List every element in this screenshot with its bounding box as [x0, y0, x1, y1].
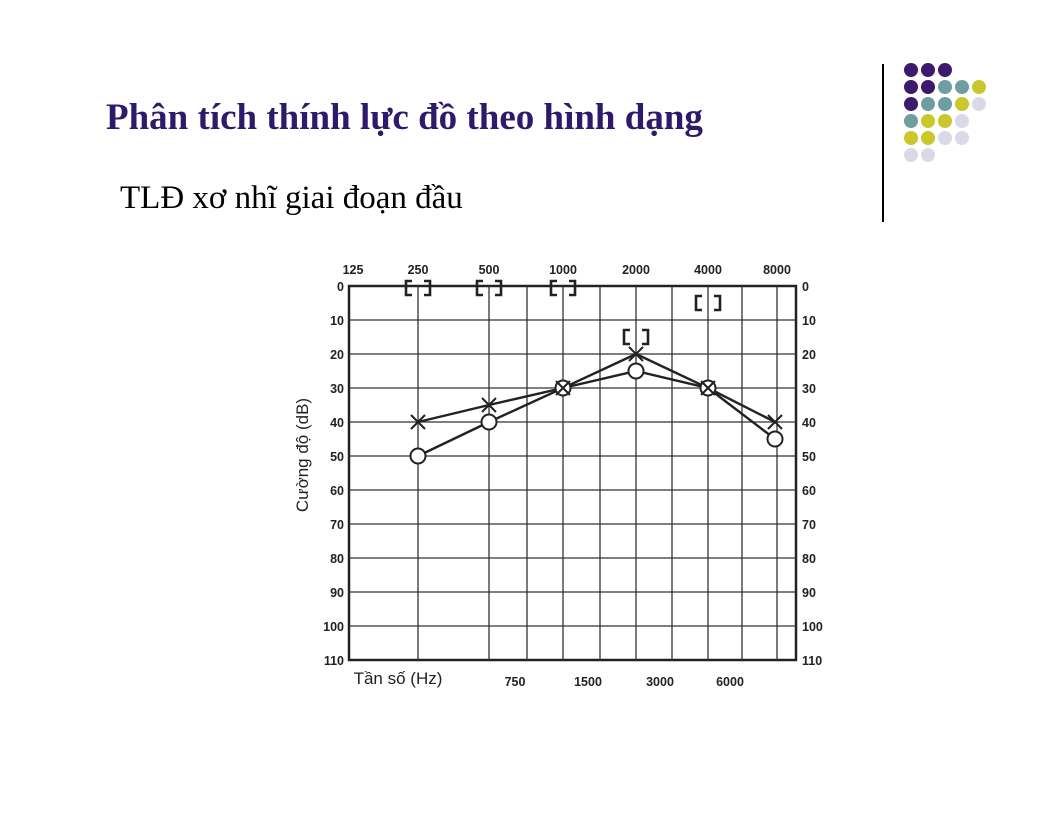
bottom-frequency-labels: 750 1500 3000 6000 — [505, 675, 744, 689]
decorative-dot — [921, 114, 935, 128]
y-tick-label-right: 110 — [802, 654, 822, 668]
top-frequency-label: 1000 — [549, 263, 577, 277]
y-tick-label-right: 90 — [802, 586, 816, 600]
decorative-dot — [904, 97, 918, 111]
y-tick-label-left: 110 — [324, 654, 344, 668]
y-tick-label-right: 40 — [802, 416, 816, 430]
decorative-dot — [938, 97, 952, 111]
top-frequency-label: 2000 — [622, 263, 650, 277]
y-axis-label: Cường độ (dB) — [293, 398, 312, 512]
decorative-dot — [921, 97, 935, 111]
decorative-dot — [921, 80, 935, 94]
series-layer — [404, 279, 784, 465]
o-marker — [409, 447, 427, 465]
x-marker — [628, 346, 644, 362]
y-tick-label-right: 70 — [802, 518, 816, 532]
top-frequency-label: 250 — [408, 263, 429, 277]
y-tick-label-left: 90 — [330, 586, 344, 600]
decorative-dot — [972, 97, 986, 111]
x-marker — [767, 414, 783, 430]
y-tick-label-left: 60 — [330, 484, 344, 498]
y-tick-label-left: 40 — [330, 416, 344, 430]
decorative-dot — [921, 131, 935, 145]
decorative-dot — [904, 131, 918, 145]
bottom-frequency-label: 1500 — [574, 675, 602, 689]
y-tick-label-left: 0 — [337, 280, 344, 294]
o-marker — [627, 362, 645, 380]
x-marker — [557, 382, 569, 394]
bracket-marker — [475, 279, 503, 297]
decorative-dot — [938, 114, 952, 128]
o-marker — [480, 413, 498, 431]
decorative-dot — [955, 131, 969, 145]
plot-frame — [347, 284, 798, 662]
y-tick-label-right: 30 — [802, 382, 816, 396]
grid-lines — [349, 286, 796, 660]
slide-subtitle: TLĐ xơ nhĩ giai đoạn đầu — [120, 180, 463, 216]
top-frequency-label: 4000 — [694, 263, 722, 277]
y-tick-label-right: 100 — [802, 620, 823, 634]
y-tick-label-left: 70 — [330, 518, 344, 532]
top-frequency-label: 8000 — [763, 263, 791, 277]
decorative-divider — [882, 64, 884, 222]
decorative-dot — [904, 80, 918, 94]
y-tick-label-left: 20 — [330, 348, 344, 362]
decorative-dot — [955, 114, 969, 128]
series-line-x — [417, 352, 776, 424]
decorative-dot — [972, 80, 986, 94]
decorative-dot — [938, 131, 952, 145]
decorative-dot — [938, 80, 952, 94]
x-marker — [702, 382, 714, 394]
o-marker — [766, 430, 784, 448]
y-tick-label-left: 50 — [330, 450, 344, 464]
top-frequency-labels: 125 250 500 1000 2000 4000 8000 — [343, 263, 791, 277]
series-line-o — [417, 369, 776, 458]
decorative-dot — [955, 97, 969, 111]
bottom-frequency-label: 6000 — [716, 675, 744, 689]
y-tick-label-left: 80 — [330, 552, 344, 566]
bottom-frequency-label: 3000 — [646, 675, 674, 689]
decorative-dot — [904, 63, 918, 77]
y-tick-label-right: 80 — [802, 552, 816, 566]
x-marker — [481, 397, 497, 413]
decorative-dot — [921, 63, 935, 77]
decorative-dot — [938, 63, 952, 77]
y-tick-label-right: 20 — [802, 348, 816, 362]
y-tick-label-left: 10 — [330, 314, 344, 328]
x-axis-label: Tần số (Hz) — [354, 669, 443, 688]
top-frequency-label: 125 — [343, 263, 364, 277]
decorative-dot — [921, 148, 935, 162]
y-tick-label-left: 100 — [323, 620, 344, 634]
slide-title: Phân tích thính lực đồ theo hình dạng — [106, 97, 703, 138]
bracket-marker — [549, 279, 577, 297]
decorative-dot — [955, 80, 969, 94]
decorative-dot — [904, 148, 918, 162]
bottom-frequency-label: 750 — [505, 675, 526, 689]
y-tick-label-right: 0 — [802, 280, 809, 294]
y-tick-label-left: 30 — [330, 382, 344, 396]
bracket-marker — [404, 279, 432, 297]
x-marker — [410, 414, 426, 430]
bracket-marker — [622, 328, 650, 346]
top-frequency-label: 500 — [479, 263, 500, 277]
y-tick-label-right: 10 — [802, 314, 816, 328]
y-tick-label-right: 60 — [802, 484, 816, 498]
left-y-tick-labels: 0 10 20 30 40 50 60 70 80 90 100 110 — [323, 280, 344, 668]
right-y-tick-labels: 0 10 20 30 40 50 60 70 80 90 100 110 — [802, 280, 823, 668]
bracket-marker — [694, 294, 722, 312]
decorative-dot — [904, 114, 918, 128]
y-tick-label-right: 50 — [802, 450, 816, 464]
